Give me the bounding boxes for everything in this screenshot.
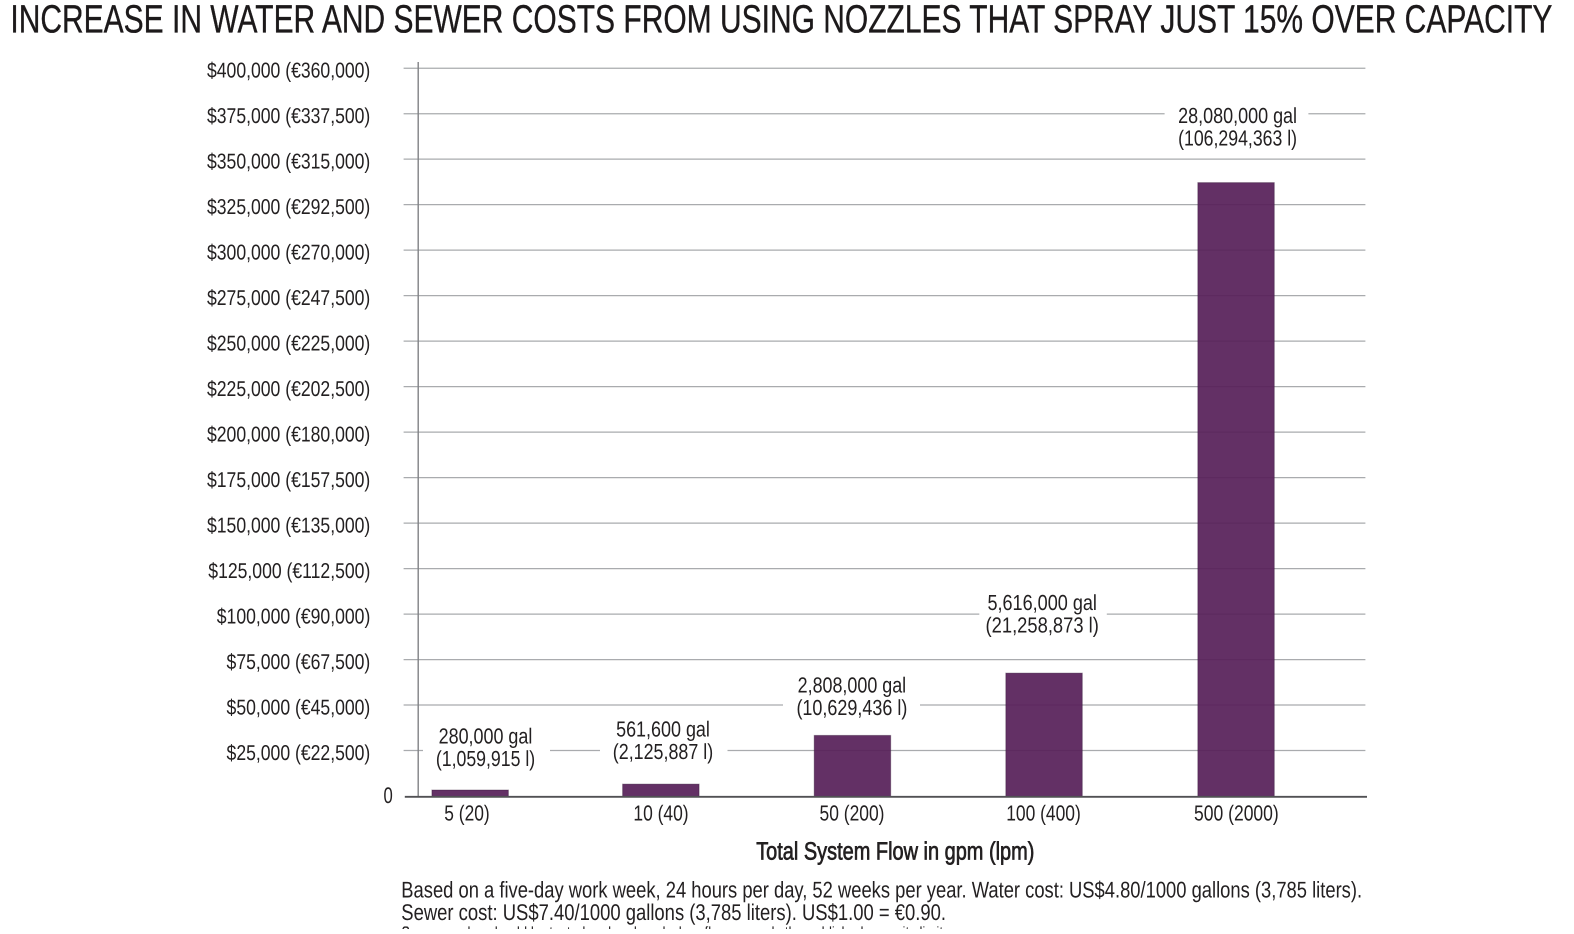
svg-text:$250,000 (€225,000): $250,000 (€225,000) bbox=[207, 331, 370, 355]
svg-text:$325,000 (€292,500): $325,000 (€292,500) bbox=[207, 195, 370, 219]
svg-text:(21,258,873 l): (21,258,873 l) bbox=[986, 613, 1099, 638]
svg-text:(2,125,887 l): (2,125,887 l) bbox=[613, 739, 713, 764]
svg-text:$125,000 (€112,500): $125,000 (€112,500) bbox=[208, 559, 370, 583]
svg-text:(1,059,915 l): (1,059,915 l) bbox=[436, 746, 535, 771]
svg-text:$75,000 (€67,500): $75,000 (€67,500) bbox=[227, 650, 371, 674]
svg-text:Sewer cost: US$7.40/1000 gallo: Sewer cost: US$7.40/1000 gallons (3,785 … bbox=[401, 899, 946, 925]
svg-text:(106,294,363 l): (106,294,363 l) bbox=[1178, 126, 1297, 151]
svg-text:$350,000 (€315,000): $350,000 (€315,000) bbox=[207, 149, 370, 173]
svg-text:$25,000 (€22,500): $25,000 (€22,500) bbox=[227, 741, 371, 765]
svg-text:$100,000 (€90,000): $100,000 (€90,000) bbox=[217, 604, 371, 628]
svg-text:$225,000 (€202,500): $225,000 (€202,500) bbox=[207, 377, 370, 401]
svg-text:$175,000 (€157,500): $175,000 (€157,500) bbox=[207, 468, 370, 492]
svg-text:5,616,000 gal: 5,616,000 gal bbox=[987, 590, 1097, 615]
svg-text:50 (200): 50 (200) bbox=[820, 800, 885, 825]
svg-text:280,000 gal: 280,000 gal bbox=[439, 724, 533, 749]
svg-text:$275,000 (€247,500): $275,000 (€247,500) bbox=[207, 286, 370, 310]
svg-text:561,600 gal: 561,600 gal bbox=[616, 717, 710, 742]
svg-text:$200,000 (€180,000): $200,000 (€180,000) bbox=[207, 422, 370, 446]
svg-text:$150,000 (€135,000): $150,000 (€135,000) bbox=[207, 513, 370, 537]
svg-text:500 (2000): 500 (2000) bbox=[1194, 800, 1279, 825]
svg-text:10 (40): 10 (40) bbox=[633, 800, 688, 825]
svg-text:5 (20): 5 (20) bbox=[444, 800, 489, 825]
svg-text:INCREASE IN WATER AND SEWER CO: INCREASE IN WATER AND SEWER COSTS FROM U… bbox=[10, 0, 1552, 41]
svg-text:$400,000 (€360,000): $400,000 (€360,000) bbox=[207, 59, 370, 83]
svg-text:28,080,000 gal: 28,080,000 gal bbox=[1178, 103, 1297, 128]
svg-text:0: 0 bbox=[383, 783, 392, 808]
svg-text:$375,000 (€337,500): $375,000 (€337,500) bbox=[207, 104, 370, 128]
svg-text:100 (400): 100 (400) bbox=[1006, 800, 1081, 825]
svg-text:(10,629,436 l): (10,629,436 l) bbox=[796, 695, 907, 720]
svg-text:Based on a five-day work week,: Based on a five-day work week, 24 hours … bbox=[401, 876, 1362, 902]
svg-text:$300,000 (€270,000): $300,000 (€270,000) bbox=[207, 240, 370, 264]
svg-text:Total System Flow in gpm (lpm): Total System Flow in gpm (lpm) bbox=[756, 837, 1034, 865]
svg-text:2,808,000 gal: 2,808,000 gal bbox=[798, 672, 907, 697]
svg-text:$50,000 (€45,000): $50,000 (€45,000) bbox=[227, 695, 371, 719]
svg-text:Spray nozzles should be tested: Spray nozzles should be tested and repla… bbox=[401, 921, 953, 929]
